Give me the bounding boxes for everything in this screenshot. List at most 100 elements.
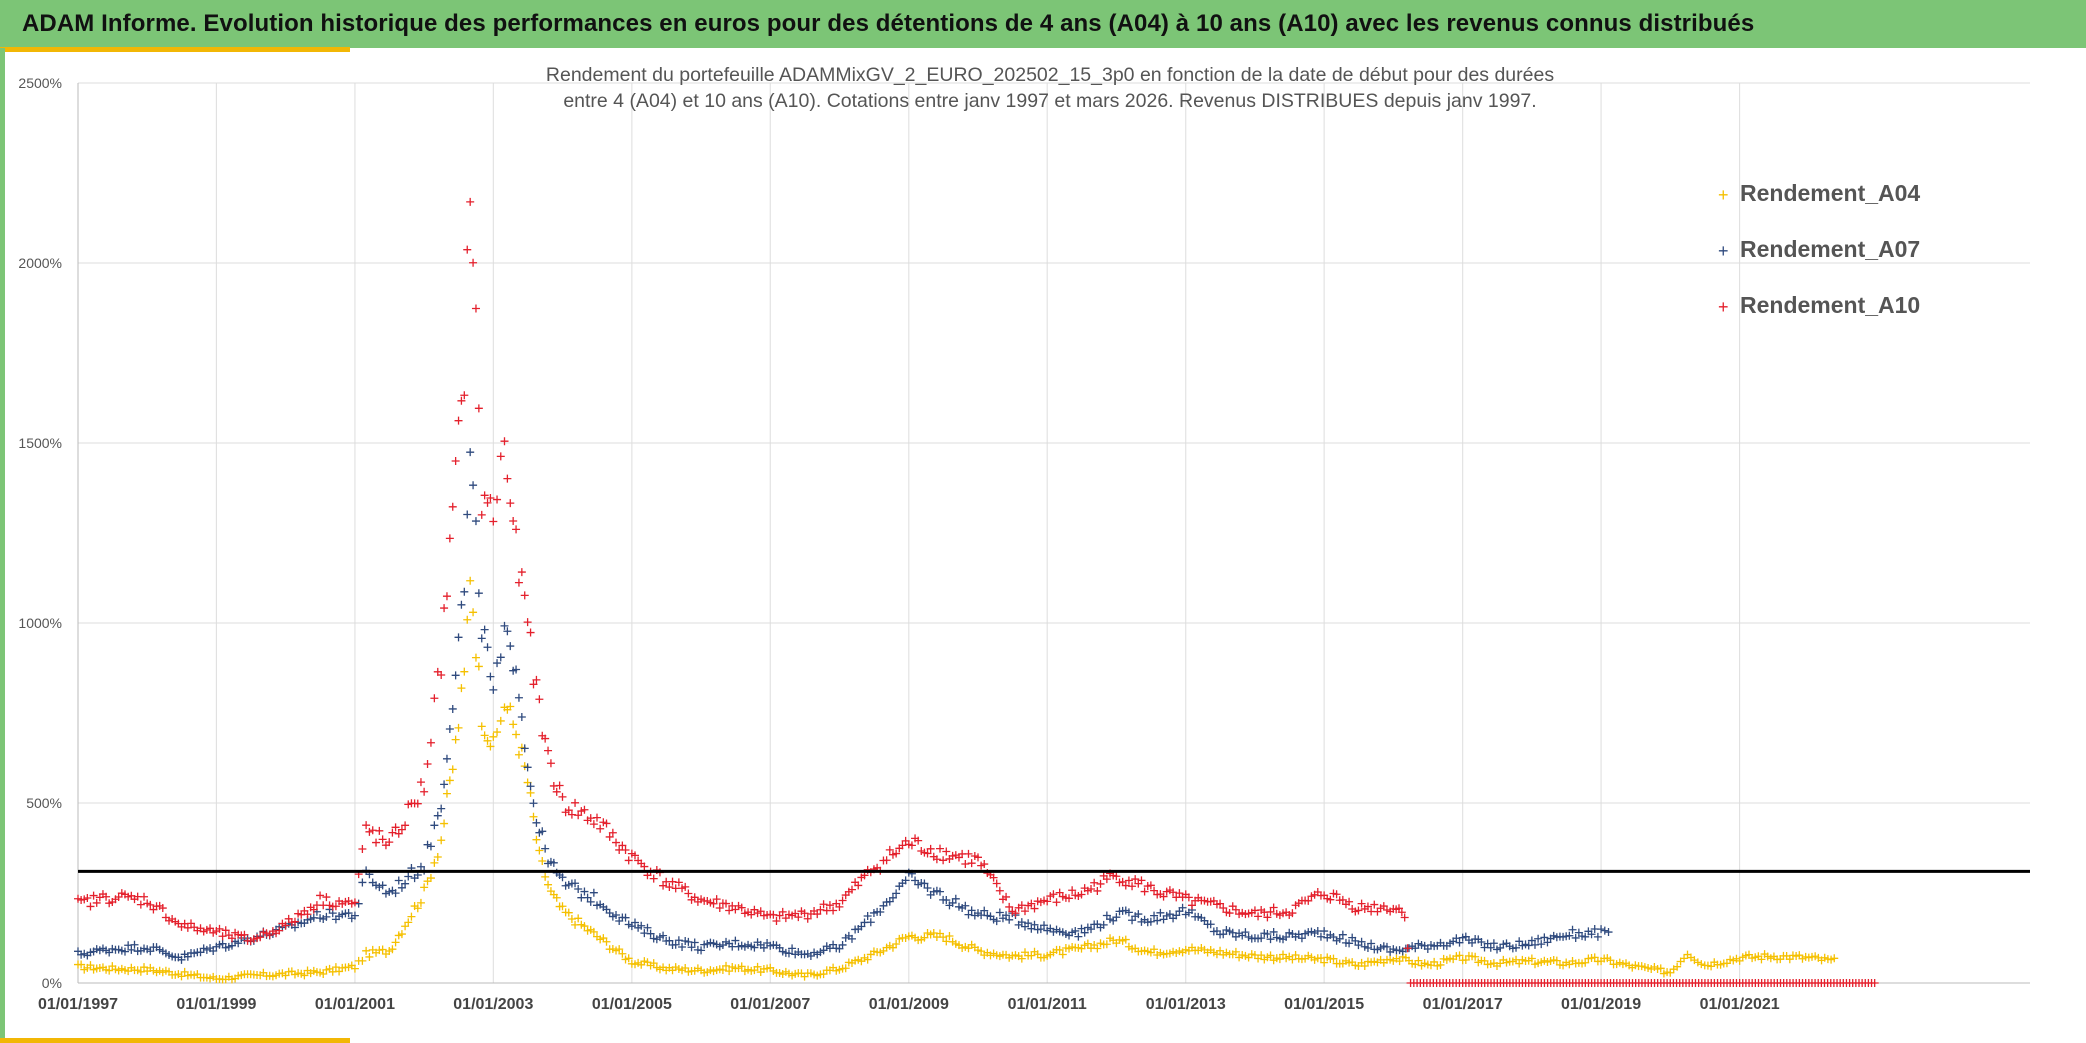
accent-bar-bottom (0, 1038, 350, 1043)
point-Rendement_A04 (618, 949, 627, 958)
point-Rendement_A10 (514, 578, 523, 587)
point-Rendement_A04 (649, 959, 658, 968)
point-Rendement_A07 (520, 744, 529, 753)
point-Rendement_A04 (509, 720, 518, 729)
point-Rendement_A07 (1527, 936, 1536, 945)
point-Rendement_A10 (668, 877, 677, 886)
point-Rendement_A07 (1593, 932, 1602, 941)
point-Rendement_A07 (486, 672, 495, 681)
point-Rendement_A07 (583, 893, 592, 902)
point-Rendement_A07 (759, 943, 768, 952)
point-Rendement_A10 (1263, 913, 1272, 922)
point-Rendement_A04 (945, 932, 954, 941)
point-Rendement_A10 (907, 841, 916, 850)
point-Rendement_A10 (1128, 882, 1137, 891)
point-Rendement_A07 (322, 912, 331, 921)
point-Rendement_A07 (1320, 927, 1329, 936)
y-tick-label: 2000% (18, 255, 62, 271)
point-Rendement_A04 (1102, 940, 1111, 949)
x-tick-label: 01/01/1997 (38, 996, 118, 1013)
point-Rendement_A10 (546, 759, 555, 768)
legend-marker-a10: + (1718, 297, 1729, 317)
point-Rendement_A07 (1581, 932, 1590, 941)
point-Rendement_A07 (538, 827, 547, 836)
point-Rendement_A10 (1397, 908, 1406, 917)
point-Rendement_A07 (847, 934, 856, 943)
point-Rendement_A10 (437, 671, 446, 680)
point-Rendement_A10 (463, 245, 472, 254)
point-Rendement_A07 (344, 909, 353, 918)
point-Rendement_A10 (372, 838, 381, 847)
point-Rendement_A04 (469, 608, 478, 617)
point-Rendement_A10 (992, 879, 1001, 888)
point-Rendement_A07 (1382, 942, 1391, 951)
point-Rendement_A07 (980, 906, 989, 915)
point-Rendement_A10 (322, 893, 331, 902)
point-Rendement_A04 (358, 956, 367, 965)
point-Rendement_A10 (898, 841, 907, 850)
point-Rendement_A10 (1049, 890, 1058, 899)
point-Rendement_A07 (391, 889, 400, 898)
point-Rendement_A07 (1587, 930, 1596, 939)
point-Rendement_A07 (1537, 940, 1546, 949)
point-Rendement_A04 (319, 969, 328, 978)
point-Rendement_A10 (942, 847, 951, 856)
point-Rendement_A07 (866, 918, 875, 927)
point-Rendement_A10 (722, 899, 731, 908)
point-Rendement_A07 (120, 947, 129, 956)
point-Rendement_A10 (362, 821, 371, 830)
point-Rendement_A04 (1055, 945, 1064, 954)
point-Rendement_A10 (1065, 894, 1074, 903)
point-Rendement_A10 (961, 859, 970, 868)
point-Rendement_A10 (523, 618, 532, 627)
point-Rendement_A10 (1020, 907, 1029, 916)
series-Rendement_A10 (74, 197, 1879, 987)
header-banner: ADAM Informe. Evolution historique des p… (0, 0, 2086, 48)
point-Rendement_A07 (876, 908, 885, 917)
point-Rendement_A04 (1830, 954, 1839, 963)
point-Rendement_A07 (1455, 938, 1464, 947)
point-Rendement_A07 (1489, 939, 1498, 948)
point-Rendement_A07 (1165, 910, 1174, 919)
point-Rendement_A10 (136, 900, 145, 909)
point-Rendement_A04 (471, 653, 480, 662)
legend-item-a07[interactable]: + Rendement_A07 (1718, 236, 1920, 263)
point-Rendement_A07 (1363, 943, 1372, 952)
point-Rendement_A04 (331, 963, 340, 972)
point-Rendement_A10 (391, 823, 400, 832)
point-Rendement_A10 (529, 680, 538, 689)
point-Rendement_A04 (378, 945, 387, 954)
point-Rendement_A07 (659, 931, 668, 940)
point-Rendement_A10 (1068, 886, 1077, 895)
point-Rendement_A04 (1414, 956, 1423, 965)
point-Rendement_A04 (1017, 954, 1026, 963)
point-Rendement_A10 (309, 905, 318, 914)
legend-item-a10[interactable]: + Rendement_A10 (1718, 292, 1920, 319)
point-Rendement_A10 (420, 787, 429, 796)
point-Rendement_A07 (574, 885, 583, 894)
legend-item-a04[interactable]: + Rendement_A04 (1718, 180, 1920, 207)
point-Rendement_A07 (489, 685, 498, 694)
point-Rendement_A10 (747, 910, 756, 919)
point-Rendement_A10 (290, 917, 299, 926)
point-Rendement_A04 (718, 966, 727, 975)
point-Rendement_A07 (1134, 910, 1143, 919)
point-Rendement_A10 (489, 517, 498, 526)
point-Rendement_A10 (397, 825, 406, 834)
point-Rendement_A04 (388, 945, 397, 954)
point-Rendement_A04 (725, 967, 734, 976)
legend-label-a07: Rendement_A07 (1740, 236, 1921, 262)
point-Rendement_A07 (500, 621, 509, 630)
point-Rendement_A04 (1455, 951, 1464, 960)
point-Rendement_A07 (404, 872, 413, 881)
point-Rendement_A10 (442, 592, 451, 601)
point-Rendement_A10 (1184, 893, 1193, 902)
point-Rendement_A07 (354, 899, 363, 908)
point-Rendement_A10 (486, 493, 495, 502)
point-Rendement_A04 (1527, 954, 1536, 963)
x-tick-label: 01/01/2015 (1284, 996, 1364, 1013)
point-Rendement_A07 (423, 840, 432, 849)
point-Rendement_A07 (227, 941, 236, 950)
point-Rendement_A10 (681, 882, 690, 891)
